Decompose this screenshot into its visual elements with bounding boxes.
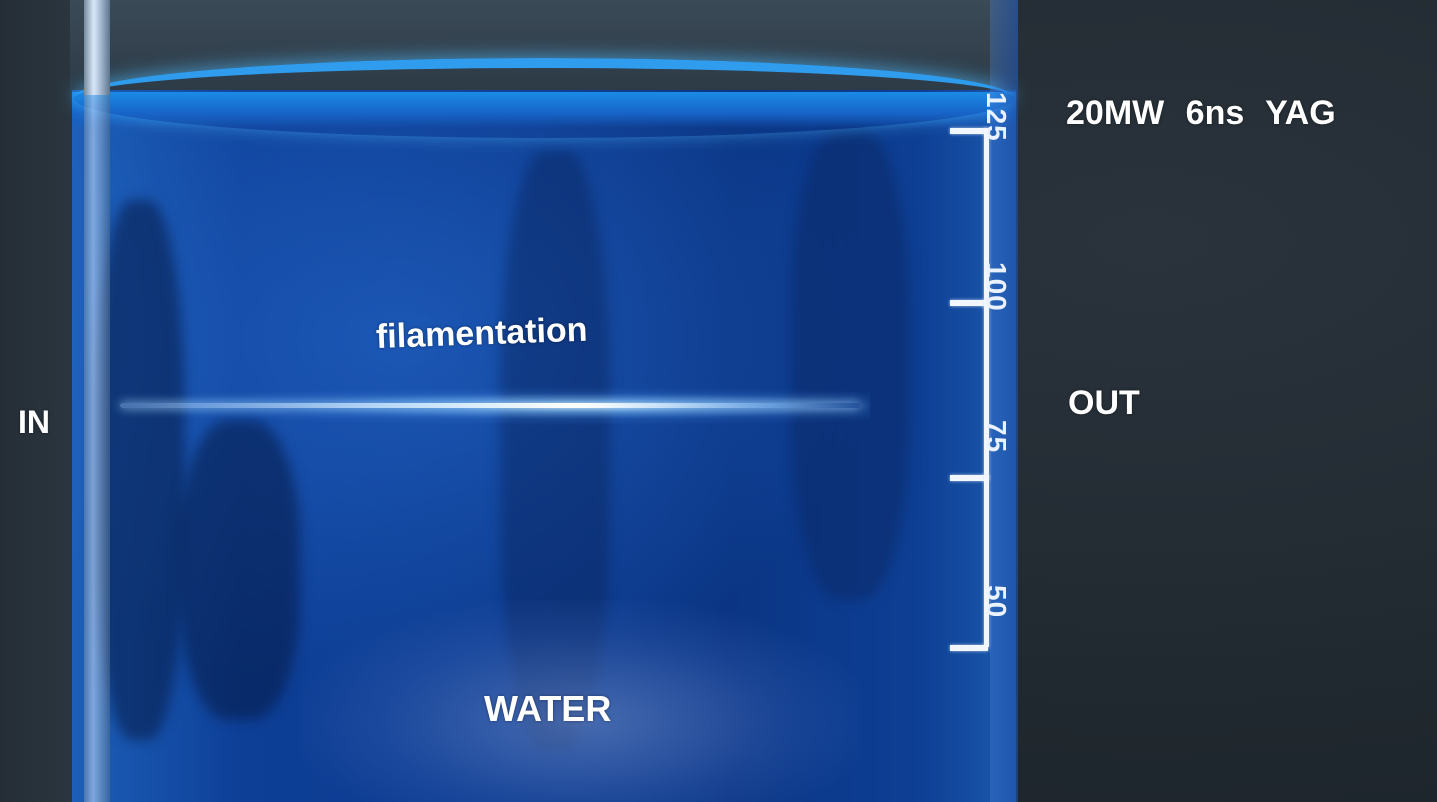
graduation-label: 50 — [981, 585, 1012, 619]
filamentation-label: filamentation — [375, 310, 589, 356]
beaker-wall-right — [990, 0, 1018, 802]
graduation-line — [984, 128, 989, 308]
reflection-right — [790, 130, 910, 600]
glass-rod — [84, 0, 110, 802]
graduation-label: 100 — [981, 262, 1012, 312]
graduation-label: 75 — [981, 420, 1012, 454]
lower-reflection — [300, 600, 860, 802]
water-meniscus — [74, 58, 1014, 138]
graduation-label: 125 — [981, 92, 1012, 142]
reflection-stand — [180, 420, 300, 720]
laser-spec-label: 20MW 6ns YAG — [1066, 94, 1336, 132]
graduation-tick — [950, 645, 988, 651]
reflection-left — [95, 200, 185, 740]
output-label: OUT — [1068, 384, 1140, 422]
medium-label: WATER — [484, 688, 612, 729]
graduation-tick — [950, 475, 988, 481]
graduation-tick — [950, 128, 988, 134]
input-label: IN — [18, 404, 50, 440]
graduation-line — [984, 300, 989, 480]
left-background — [0, 0, 80, 802]
graduation-line — [984, 475, 989, 647]
filament-beam — [120, 403, 860, 408]
graduation-tick — [950, 300, 988, 306]
